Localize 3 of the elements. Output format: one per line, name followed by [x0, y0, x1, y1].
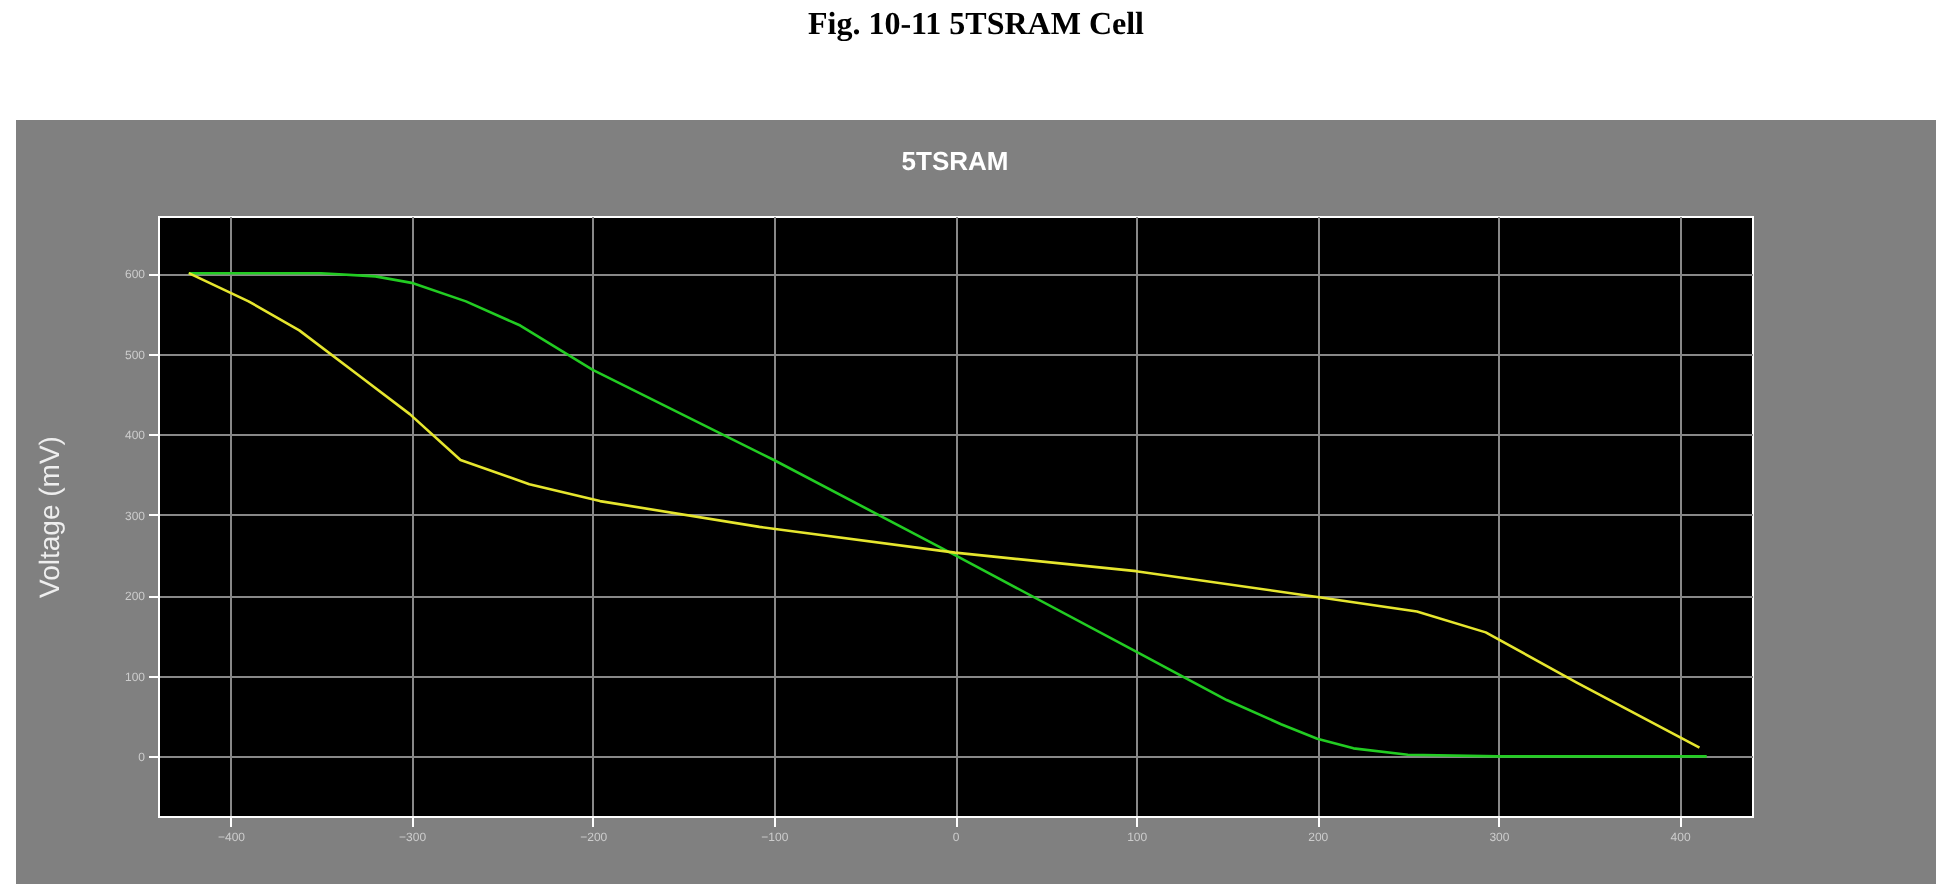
caption: Fig. 10-11 5TSRAM Cell	[806, 8, 1146, 44]
y-axis-title: Voltage (mV)	[32, 436, 65, 598]
chart-title: 5TSRAM	[901, 146, 1009, 176]
